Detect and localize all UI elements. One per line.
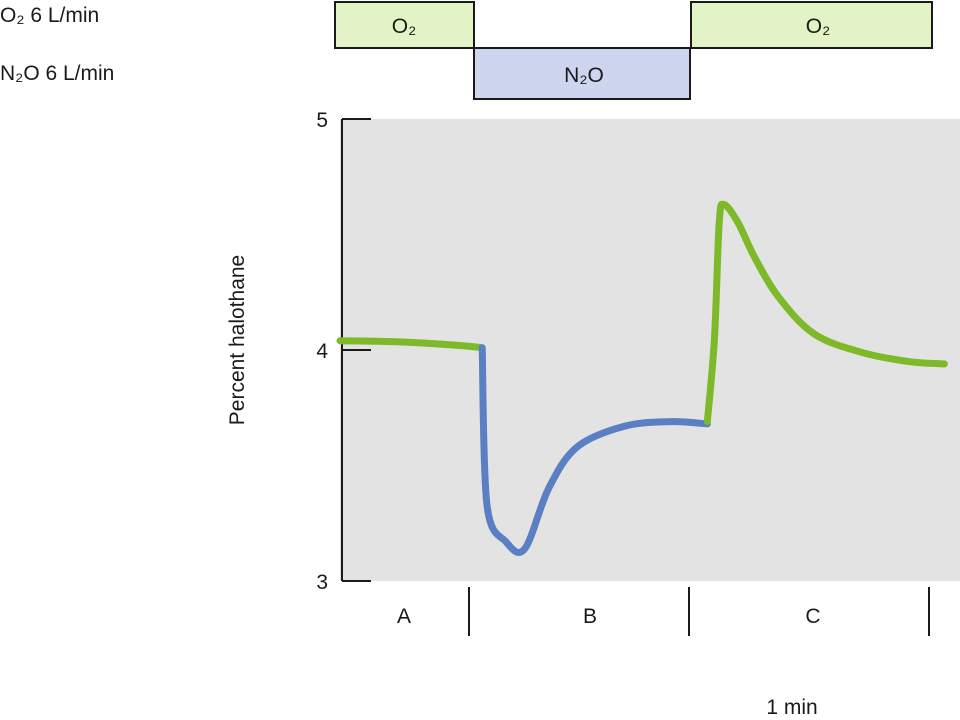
o2-box-label-first: O₂ [392,15,417,38]
y-tick-label-3: 3 [316,571,328,594]
o2-box-label-second: O₂ [806,15,831,38]
phase-label-c: C [805,605,820,628]
y-tick-label-5: 5 [316,109,328,132]
n2o-flow-label: N₂O 6 L/min [0,62,114,85]
n2o-flow-box [473,47,691,100]
y-tick-label-4: 4 [316,340,328,363]
n2o-box-label: N₂O [564,64,604,87]
phase-label-b: B [583,605,597,628]
y-ticks: 3 4 5 [316,109,371,594]
series-group [336,200,948,556]
time-scale-label: 1 min [766,696,817,719]
phase-label-a: A [397,605,411,628]
series-line-c [703,200,948,426]
y-axis-label: Percent halothane [226,255,249,425]
o2-flow-box-first [334,1,475,49]
o2-flow-label: O₂ 6 L/min [0,4,99,27]
plot-area [340,119,960,581]
series-line-b [478,344,711,556]
o2-flow-box-second [690,1,933,49]
series-line-a [336,337,486,352]
